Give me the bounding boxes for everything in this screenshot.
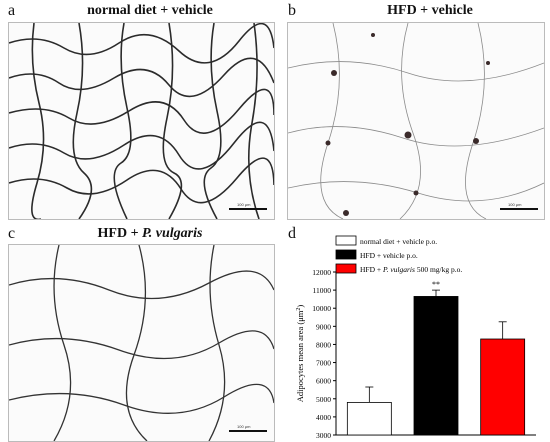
micrograph-a-image [9,23,274,219]
bar-2 [480,338,526,436]
significance-label-1: ** [432,280,440,289]
micrograph-b: 100 μm [287,22,545,220]
micrograph-b-image [288,23,544,219]
panel-a-title: normal diet + vehicle [87,3,213,18]
panel-c-title: HFD + P. vulgaris [60,226,240,242]
scale-bar-b [500,208,538,210]
y-tick-label-7: 10000 [312,304,331,313]
scale-label-a: 100 μm [237,202,251,207]
scale-bar-a [229,208,267,210]
panel-b-letter: b [288,2,296,19]
y-tick-label-8: 11000 [313,286,332,295]
bar-chart: 3000 4000 5000 6000 7000 8000 9000 10000 11000 12… [295,235,536,440]
y-tick-label-9: 12000 [312,268,331,277]
bar-0 [346,401,392,436]
panel-c-title-text: HFD + [97,226,143,241]
y-tick-label-0: 3000 [316,431,331,440]
panel-c-title-species: P. vulgaris [142,226,203,241]
legend-swatch-1 [335,249,357,260]
legend-swatch-0 [335,235,357,246]
y-tick-label-6: 9000 [316,322,331,331]
panel-d-letter: d [288,225,296,242]
legend-swatch-2 [335,263,357,274]
micrograph-a: 100 μm [8,22,275,220]
y-tick-label-5: 8000 [316,340,331,349]
panel-b-title: HFD + vehicle [387,3,473,18]
y-tick-label-1: 4000 [316,413,331,422]
legend-label-2: HFD + P. vulgaris 500 mg/kg p.o. [360,265,462,274]
y-axis-label: Adipocytes mean area (μm2) [295,305,305,403]
scale-label-b: 100 μm [508,202,522,207]
legend-label-1: HFD + vehicle p.o. [360,251,418,260]
panel-c-letter: c [8,225,16,242]
legend-label-0: normal diet + vehicle p.o. [360,237,437,246]
scale-bar-c [229,430,267,432]
scale-label-c: 100 μm [237,424,251,429]
panel-a-letter: a [8,2,16,19]
y-tick-label-4: 7000 [316,359,331,368]
micrograph-c-image [9,245,274,441]
bar-1 [413,296,459,436]
y-tick-label-2: 5000 [316,395,331,404]
y-tick-label-3: 6000 [316,377,331,386]
micrograph-c: 100 μm [8,244,275,442]
